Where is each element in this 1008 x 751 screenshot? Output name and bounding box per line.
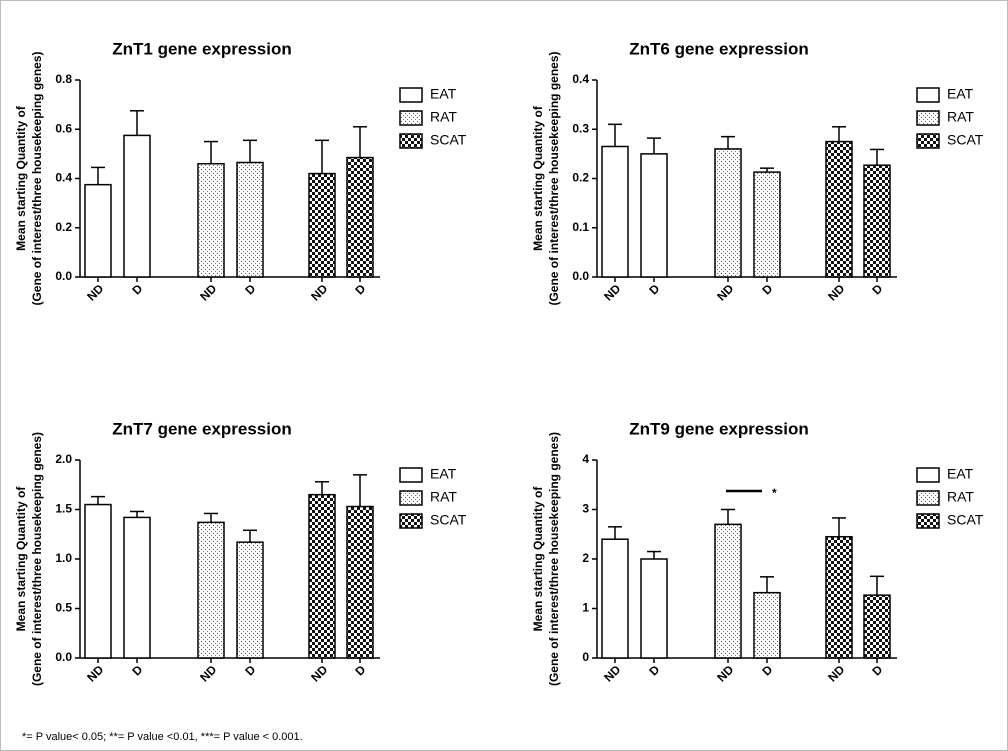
bar xyxy=(640,153,668,278)
bar xyxy=(197,521,225,659)
legend-label: RAT xyxy=(430,109,457,125)
chart-title: ZnT6 gene expression xyxy=(629,39,809,58)
legend-label: EAT xyxy=(430,86,457,102)
y-axis-label: (Gene of interest/three housekeeping gen… xyxy=(30,432,44,686)
legend-swatch xyxy=(916,133,940,149)
legend-swatch xyxy=(399,110,423,126)
bar xyxy=(863,594,891,659)
y-tick-label: 0.0 xyxy=(55,269,72,283)
legend-label: SCAT xyxy=(947,512,984,528)
bar xyxy=(601,145,629,278)
legend-label: SCAT xyxy=(947,132,984,148)
bar xyxy=(236,161,264,278)
legend-swatch xyxy=(399,467,423,483)
bar xyxy=(308,172,336,278)
bar xyxy=(123,134,151,278)
bar xyxy=(863,164,891,278)
y-tick-label: 0.2 xyxy=(572,171,589,185)
y-tick-label: 1.0 xyxy=(55,551,72,565)
bar xyxy=(197,162,225,278)
legend-swatch xyxy=(399,133,423,149)
bar xyxy=(84,183,112,278)
y-axis-label: (Gene of interest/three housekeeping gen… xyxy=(547,51,561,305)
bar xyxy=(123,516,151,659)
legend-label: EAT xyxy=(947,86,974,102)
legend-swatch xyxy=(916,490,940,506)
y-axis-label: (Gene of interest/three housekeeping gen… xyxy=(547,432,561,686)
legend-swatch xyxy=(916,87,940,103)
y-tick-label: 1 xyxy=(582,601,589,615)
chart-title: ZnT7 gene expression xyxy=(112,419,292,438)
y-tick-label: 0.4 xyxy=(572,72,589,86)
bar xyxy=(714,148,742,278)
footnote: *= P value< 0.05; **= P value <0.01, ***… xyxy=(22,731,303,743)
legend-label: SCAT xyxy=(430,132,467,148)
y-tick-label: 2.0 xyxy=(55,452,72,466)
legend-swatch xyxy=(399,513,423,529)
y-tick-label: 0.1 xyxy=(572,220,589,234)
bar xyxy=(346,505,374,659)
y-tick-label: 0.5 xyxy=(55,601,72,615)
legend-label: EAT xyxy=(947,466,974,482)
bar xyxy=(714,523,742,659)
legend-label: SCAT xyxy=(430,512,467,528)
y-tick-label: 1.5 xyxy=(55,502,72,516)
y-tick-label: 0.0 xyxy=(55,650,72,664)
legend-swatch xyxy=(399,490,423,506)
y-tick-label: 2 xyxy=(582,551,589,565)
bar xyxy=(236,541,264,659)
y-axis-label: (Gene of interest/three housekeeping gen… xyxy=(30,51,44,305)
y-axis-label: Mean starting Quantity of xyxy=(531,105,545,251)
y-tick-label: 0.8 xyxy=(55,72,72,86)
y-tick-label: 0 xyxy=(582,650,589,664)
y-tick-label: 0.2 xyxy=(55,220,72,234)
bar xyxy=(346,156,374,278)
legend-swatch xyxy=(916,513,940,529)
chart-title: ZnT9 gene expression xyxy=(629,419,809,438)
bar xyxy=(753,591,781,659)
chart-title: ZnT1 gene expression xyxy=(112,39,292,58)
y-axis-label: Mean starting Quantity of xyxy=(14,105,28,251)
legend-label: EAT xyxy=(430,466,457,482)
y-tick-label: 0.3 xyxy=(572,121,589,135)
y-tick-label: 0.6 xyxy=(55,121,72,135)
legend-label: RAT xyxy=(947,489,974,505)
y-axis-label: Mean starting Quantity of xyxy=(531,486,545,632)
y-tick-label: 0.4 xyxy=(55,171,72,185)
bar xyxy=(308,493,336,659)
bar xyxy=(825,535,853,659)
significance-label: * xyxy=(772,486,777,500)
bar xyxy=(601,538,629,659)
legend-label: RAT xyxy=(947,109,974,125)
y-tick-label: 0.0 xyxy=(572,269,589,283)
bar xyxy=(84,503,112,659)
y-tick-label: 3 xyxy=(582,502,589,516)
legend-label: RAT xyxy=(430,489,457,505)
legend-swatch xyxy=(916,467,940,483)
legend-swatch xyxy=(916,110,940,126)
bar xyxy=(753,171,781,278)
legend-swatch xyxy=(399,87,423,103)
bar xyxy=(825,140,853,278)
bar xyxy=(640,558,668,659)
y-axis-label: Mean starting Quantity of xyxy=(14,486,28,632)
y-tick-label: 4 xyxy=(582,452,589,466)
